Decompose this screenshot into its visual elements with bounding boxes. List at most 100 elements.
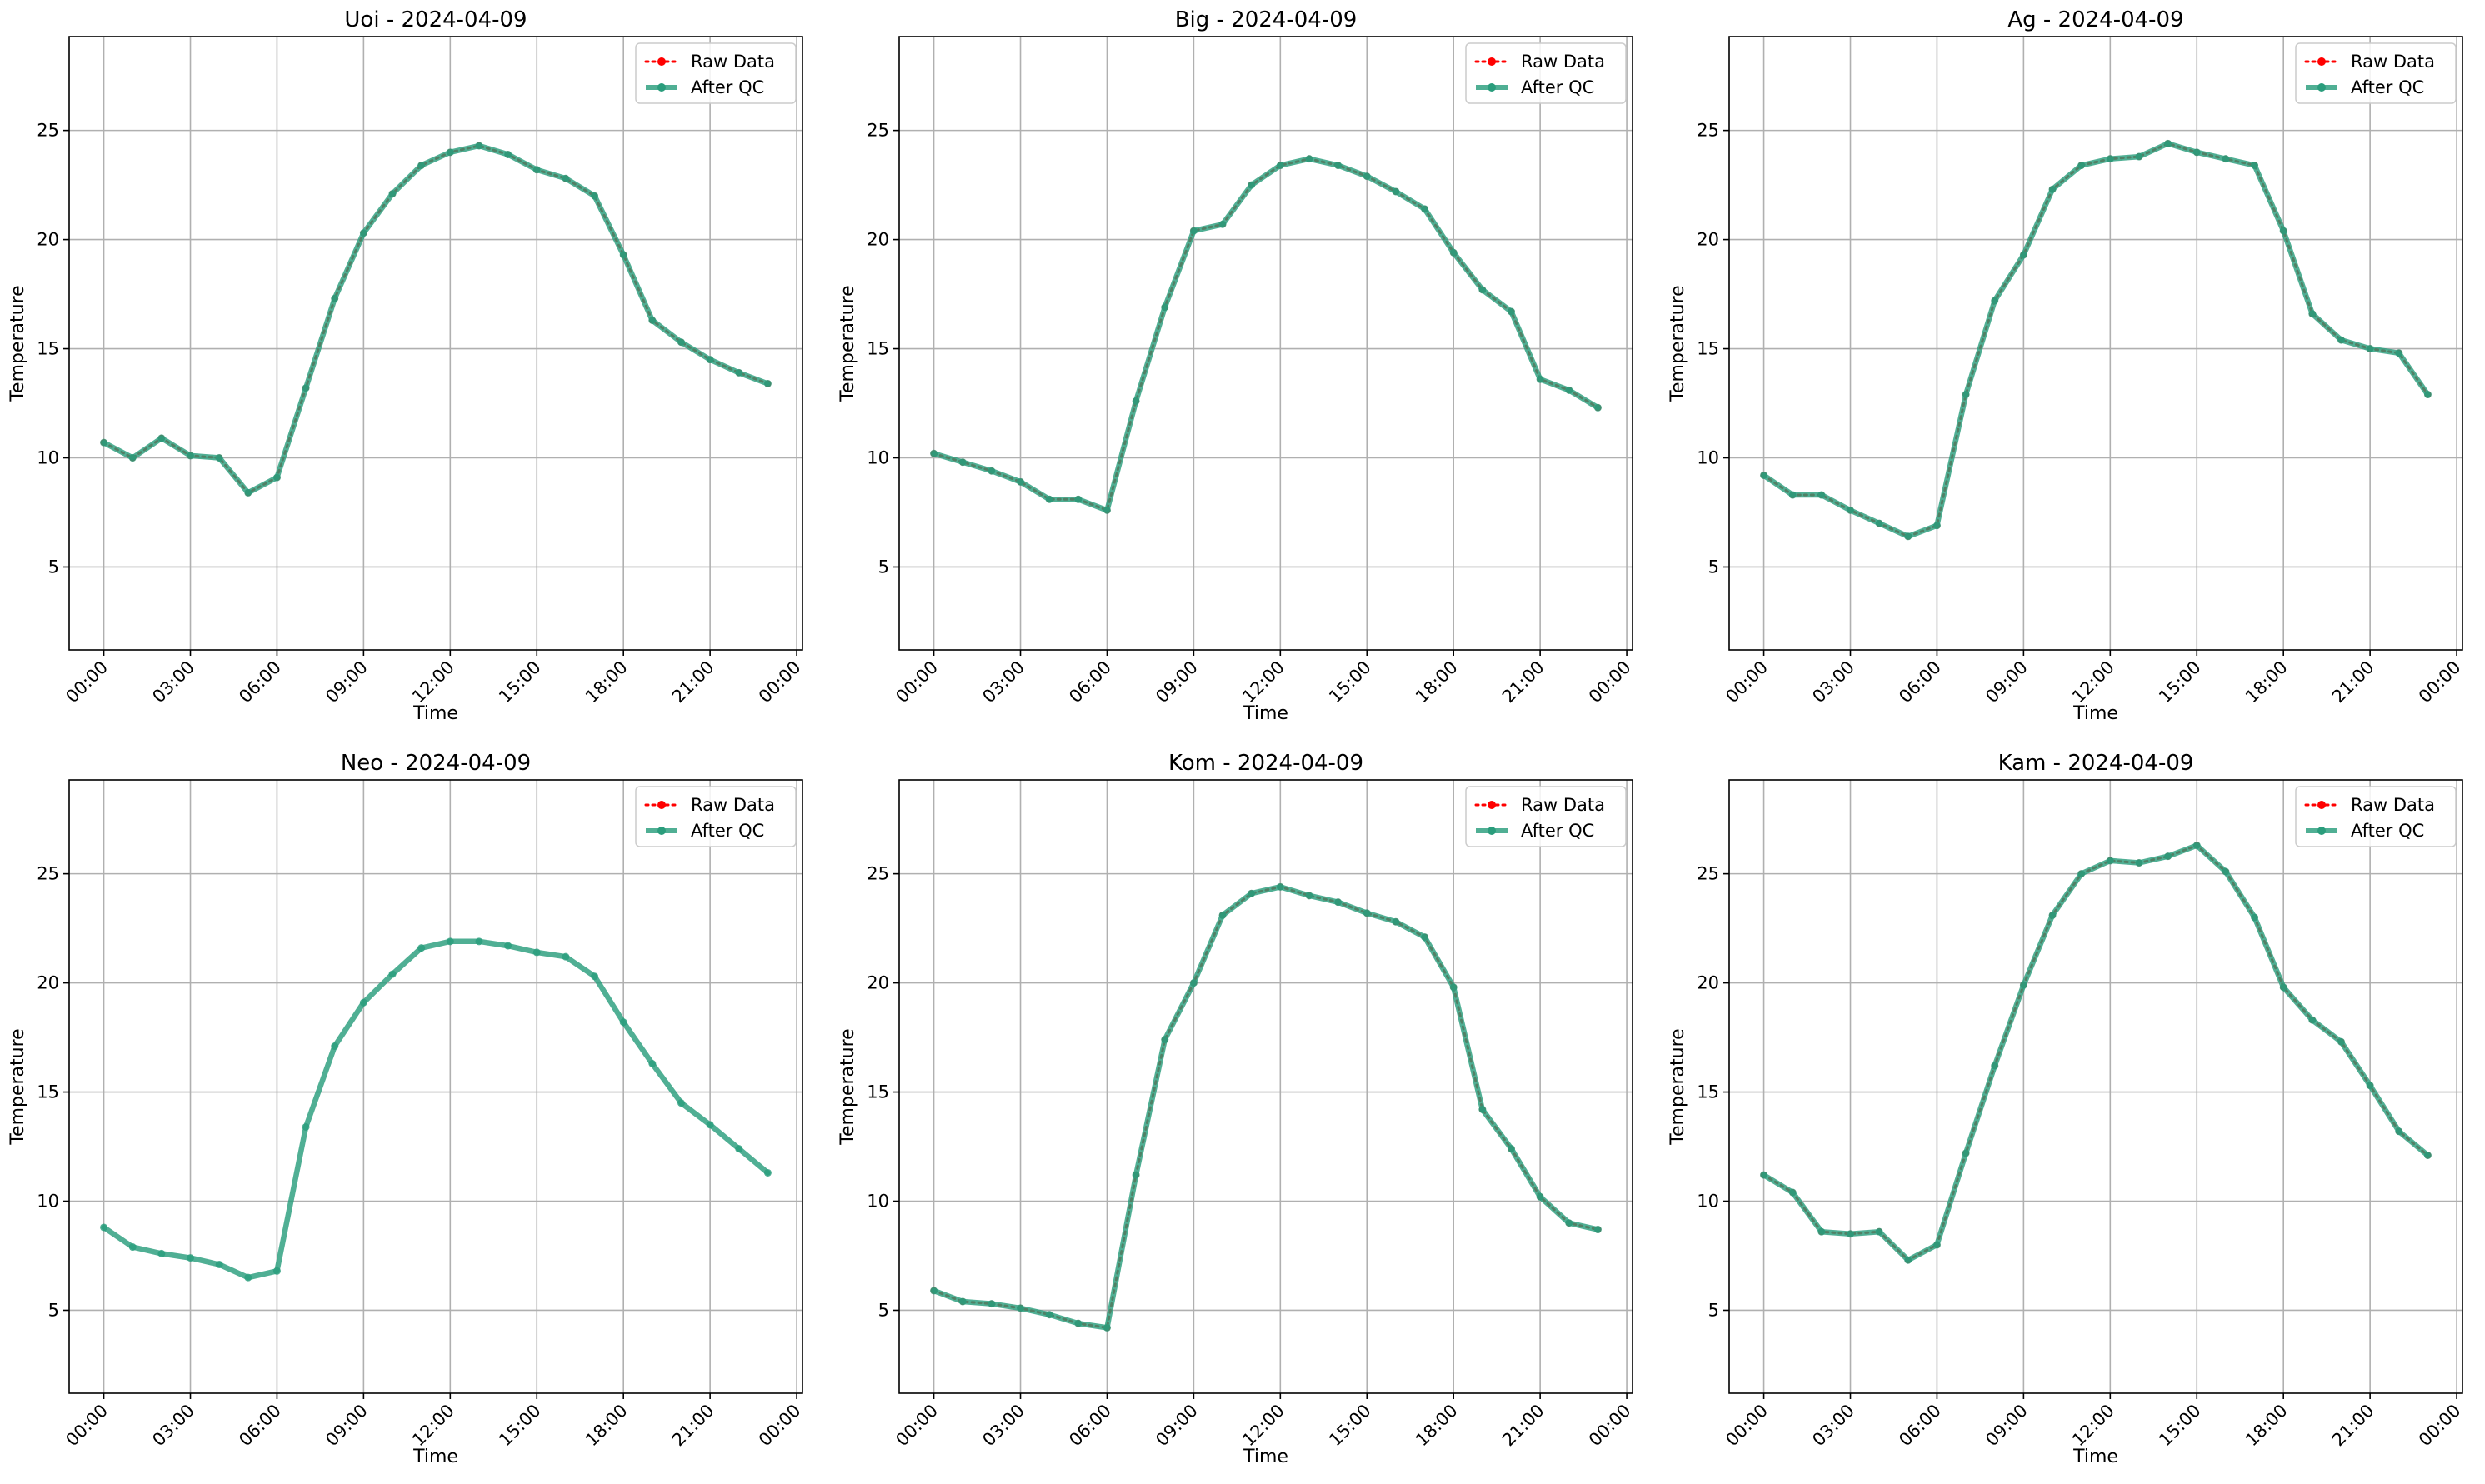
x-tick-label: 12:00: [408, 1401, 458, 1451]
after-qc-point: [128, 1243, 137, 1252]
x-tick-label: 21:00: [1498, 1401, 1548, 1451]
after-qc-point: [331, 294, 339, 302]
after-qc-point: [100, 438, 108, 447]
x-tick-label: 21:00: [2328, 657, 2378, 707]
x-tick-label: 18:00: [582, 1401, 632, 1451]
legend-raw-marker: [1488, 57, 1496, 66]
y-tick-label: 15: [867, 339, 889, 359]
legend-qc-marker: [2318, 83, 2326, 92]
after-qc-point: [215, 1260, 223, 1268]
after-qc-point: [591, 192, 599, 200]
after-qc-point: [1449, 983, 1458, 992]
legend-qc-marker: [1488, 827, 1496, 835]
after-qc-point: [2337, 1037, 2345, 1046]
legend: Raw Data After QC: [2295, 786, 2457, 847]
after-qc-point: [1045, 495, 1053, 503]
after-qc-point: [187, 452, 195, 460]
after-qc-point: [1074, 495, 1082, 503]
after-qc-point: [706, 1121, 714, 1129]
after-qc-point: [1362, 909, 1371, 917]
y-tick-label: 15: [1697, 339, 1719, 359]
axes-frame: [1728, 36, 2463, 651]
after-qc-point: [2164, 852, 2172, 861]
y-tick-label: 25: [867, 121, 889, 141]
after-qc-point: [446, 148, 454, 157]
after-qc-point: [331, 1042, 339, 1051]
x-tick-label: 18:00: [2242, 657, 2292, 707]
x-tick-label: 09:00: [1152, 1401, 1202, 1451]
after-qc-point: [2019, 981, 2028, 989]
x-tick-label: 18:00: [1412, 657, 1462, 707]
subplot-title: Big - 2024-04-09: [1175, 7, 1358, 32]
after-qc-point: [1276, 882, 1284, 891]
y-axis-label: Temperature: [838, 285, 858, 402]
after-qc-point: [1017, 477, 1025, 486]
raw-data-line: [102, 144, 769, 495]
after-qc-point: [1788, 491, 1797, 499]
x-tick-label: 15:00: [2155, 657, 2205, 707]
after-qc-point: [1788, 1188, 1797, 1197]
after-qc-point: [1875, 1227, 1883, 1236]
raw-data-line: [932, 885, 1599, 1330]
raw-data-line: [1762, 142, 2429, 538]
after-qc-point: [244, 1273, 252, 1282]
y-axis-label: Temperature: [8, 285, 28, 402]
x-tick-label: 00:00: [62, 1401, 112, 1451]
legend-qc-label: After QC: [691, 821, 764, 841]
y-axis-label: Temperature: [838, 1028, 858, 1145]
after-qc-line: [1761, 842, 2431, 1263]
after-qc-point: [1161, 1036, 1169, 1044]
x-tick-label: 00:00: [755, 657, 805, 707]
after-qc-point: [1421, 205, 1429, 213]
after-qc-point: [648, 316, 657, 324]
after-qc-point: [2078, 870, 2086, 878]
x-tick-label: 21:00: [668, 1401, 718, 1451]
after-qc-point: [930, 1287, 938, 1295]
x-tick-label: 09:00: [1152, 657, 1202, 707]
after-qc-point: [735, 1145, 743, 1153]
after-qc-point: [359, 998, 368, 1007]
legend-qc-marker: [2318, 827, 2326, 835]
y-tick-label: 10: [1697, 1192, 1719, 1212]
legend: Raw Data After QC: [635, 786, 797, 847]
after-qc-point: [1189, 979, 1198, 987]
after-qc-point: [2106, 857, 2114, 865]
after-qc-point: [1132, 1171, 1140, 1179]
y-tick-label: 25: [37, 121, 59, 141]
after-qc-point: [418, 944, 426, 952]
y-tick-label: 20: [1697, 230, 1719, 250]
legend-raw-marker: [1488, 801, 1496, 809]
after-qc-point: [988, 467, 996, 475]
y-tick-label: 15: [37, 339, 59, 359]
axes-frame: [898, 779, 1633, 1394]
after-qc-point: [1875, 519, 1883, 527]
after-qc-point: [1904, 532, 1912, 541]
legend-qc-marker: [658, 827, 666, 835]
after-qc-point: [475, 142, 483, 150]
after-qc-point: [706, 356, 714, 364]
after-qc-point: [128, 454, 137, 462]
subplot-title: Kom - 2024-04-09: [1168, 751, 1363, 776]
after-qc-point: [272, 1267, 281, 1275]
legend-qc-marker: [658, 83, 666, 92]
after-qc-point: [1248, 889, 1256, 897]
y-tick-label: 5: [878, 1300, 889, 1320]
after-qc-point: [2222, 867, 2230, 876]
after-qc-point: [1132, 397, 1140, 405]
after-qc-point: [1334, 162, 1342, 170]
after-qc-point: [2395, 349, 2403, 357]
after-qc-point: [958, 1297, 967, 1306]
x-tick-label: 18:00: [2242, 1401, 2292, 1451]
legend: Raw Data After QC: [1465, 786, 1627, 847]
after-qc-point: [388, 190, 397, 198]
after-qc-point: [2279, 227, 2288, 235]
x-tick-label: 15:00: [495, 1401, 545, 1451]
after-qc-point: [763, 1168, 772, 1177]
after-qc-line: [931, 156, 1601, 513]
after-qc-point: [1189, 227, 1198, 235]
x-tick-label: 00:00: [2415, 657, 2465, 707]
after-qc-point: [562, 952, 570, 961]
after-qc-point: [1565, 1219, 1573, 1227]
y-axis-label: Temperature: [1668, 285, 1688, 402]
subplot-title: Kam - 2024-04-09: [1998, 751, 2194, 776]
